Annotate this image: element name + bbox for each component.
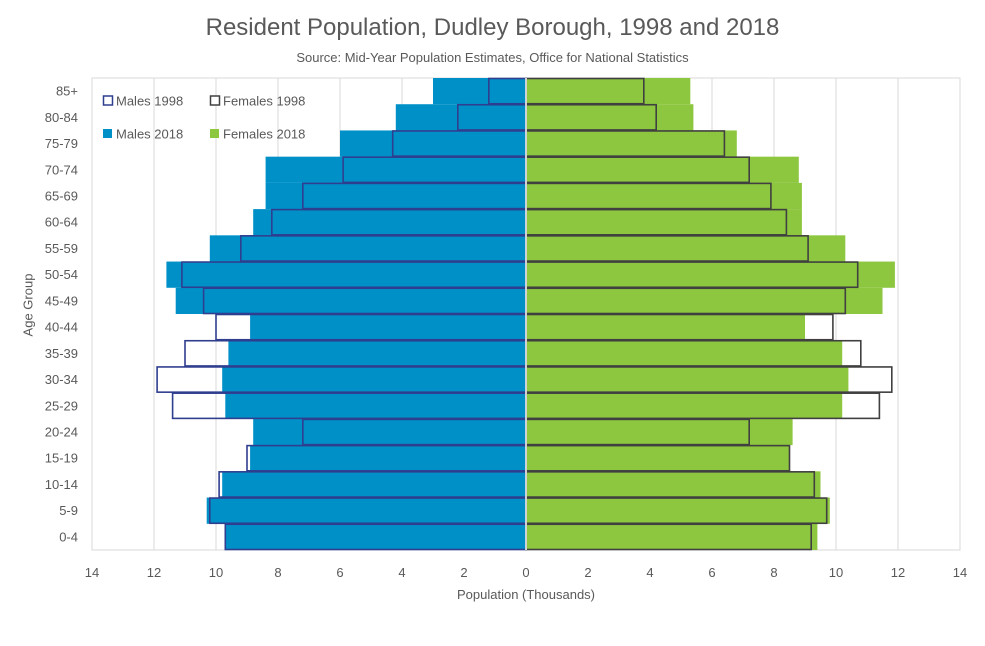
- bar-females-2018: [526, 235, 846, 262]
- bar-females-2018: [526, 182, 802, 210]
- y-tick-label: 30-34: [45, 372, 78, 387]
- y-tick-label: 15-19: [45, 451, 78, 466]
- bar-females-2018: [526, 366, 849, 393]
- x-tick-label: 14: [953, 565, 967, 580]
- axes-layer: 14 12 10 8 6 4 2 0 2 4 6 8 10 12 14 0-4 5-9 10-14 15-19 20-…: [45, 78, 967, 580]
- x-axis-title: Population (Thousands): [456, 587, 596, 602]
- x-tick-label: 8: [274, 565, 281, 580]
- x-tick-label: 12: [147, 565, 161, 580]
- x-tick-label: 2: [460, 565, 467, 580]
- bar-females-2018: [526, 209, 802, 236]
- bar-females-2018: [526, 314, 805, 341]
- y-tick-label: 45-49: [45, 293, 78, 308]
- x-tick-label: 12: [891, 565, 905, 580]
- legend-item: Males 1998: [102, 94, 183, 109]
- bar-males-2018: [265, 156, 526, 183]
- bar-males-2018: [222, 471, 526, 498]
- legend: Males 1998 Females 1998 Males 2018 Females …: [102, 94, 305, 142]
- y-tick-label: 5-9: [59, 503, 78, 518]
- legend-label: Males 1998: [116, 94, 183, 109]
- bar-males-2018: [395, 104, 526, 131]
- y-tick-label: 0-4: [59, 529, 78, 544]
- bar-males-2018: [209, 235, 527, 262]
- bar-females-2018: [526, 497, 830, 524]
- chart-title: Resident Population, Dudley Borough, 199…: [205, 14, 780, 41]
- bar-females-2018: [526, 418, 793, 446]
- y-tick-label: 75-79: [45, 136, 78, 151]
- y-tick-label: 65-69: [45, 189, 78, 204]
- legend-swatch: [102, 95, 114, 106]
- x-tick-label: 2: [584, 565, 591, 580]
- bar-females-2018: [526, 523, 818, 550]
- bar-males-2018: [166, 261, 526, 288]
- x-tick-label: 0: [522, 565, 529, 580]
- y-tick-label: 85+: [56, 84, 78, 99]
- bar-females-2018: [526, 392, 843, 419]
- x-tick-label: 4: [398, 565, 405, 580]
- bar-females-2018: [526, 78, 691, 105]
- y-tick-label: 35-39: [45, 346, 78, 361]
- x-tick-label: 6: [336, 565, 343, 580]
- bar-males-2018: [253, 209, 526, 236]
- bar-females-2018: [526, 471, 821, 498]
- y-tick-label: 20-24: [45, 425, 78, 440]
- legend-label: Females 1998: [223, 94, 305, 109]
- bar-females-2018: [526, 130, 737, 157]
- bar-females-2018: [526, 287, 883, 314]
- bar-males-2018: [228, 340, 526, 367]
- bar-males-2018: [225, 523, 527, 550]
- y-tick-label: 55-59: [45, 241, 78, 256]
- x-tick-label: 8: [770, 565, 777, 580]
- y-tick-label: 10-14: [45, 477, 78, 492]
- bar-males-2018: [433, 78, 526, 105]
- x-tick-label: 14: [85, 565, 99, 580]
- legend-item: Females 1998: [209, 94, 305, 109]
- y-tick-label: 70-74: [45, 162, 78, 177]
- bar-males-2018: [175, 287, 526, 314]
- bar-males-2018: [222, 366, 526, 393]
- bar-males-2018: [340, 130, 526, 157]
- x-tick-label: 10: [209, 565, 223, 580]
- legend-swatch: [210, 129, 219, 138]
- bar-males-2018: [206, 497, 526, 524]
- y-tick-label: 80-84: [45, 110, 78, 125]
- bar-males-2018: [265, 182, 526, 210]
- legend-item: Males 2018: [103, 127, 183, 142]
- legend-swatch: [103, 129, 112, 138]
- y-tick-label: 50-54: [45, 267, 78, 282]
- bar-females-2018: [526, 156, 799, 183]
- legend-label: Females 2018: [223, 127, 305, 142]
- bar-males-2018: [225, 392, 527, 419]
- bar-females-2018: [526, 261, 895, 288]
- bar-females-2018: [526, 104, 694, 131]
- x-tick-label: 4: [646, 565, 653, 580]
- legend-label: Males 2018: [116, 127, 183, 142]
- y-tick-label: 25-29: [45, 398, 78, 413]
- chart-subtitle: Source: Mid-Year Population Estimates, O…: [296, 50, 689, 65]
- bar-females-2018: [526, 445, 790, 472]
- x-tick-label: 6: [708, 565, 715, 580]
- x-tick-label: 10: [829, 565, 843, 580]
- bar-males-2018: [250, 445, 526, 472]
- y-tick-label: 40-44: [45, 320, 78, 335]
- legend-swatch: [209, 95, 221, 106]
- legend-item: Females 2018: [210, 127, 305, 142]
- bar-males-2018: [250, 314, 526, 341]
- bar-males-2018: [253, 418, 526, 446]
- y-tick-label: 60-64: [45, 215, 78, 230]
- bar-females-2018: [526, 340, 843, 367]
